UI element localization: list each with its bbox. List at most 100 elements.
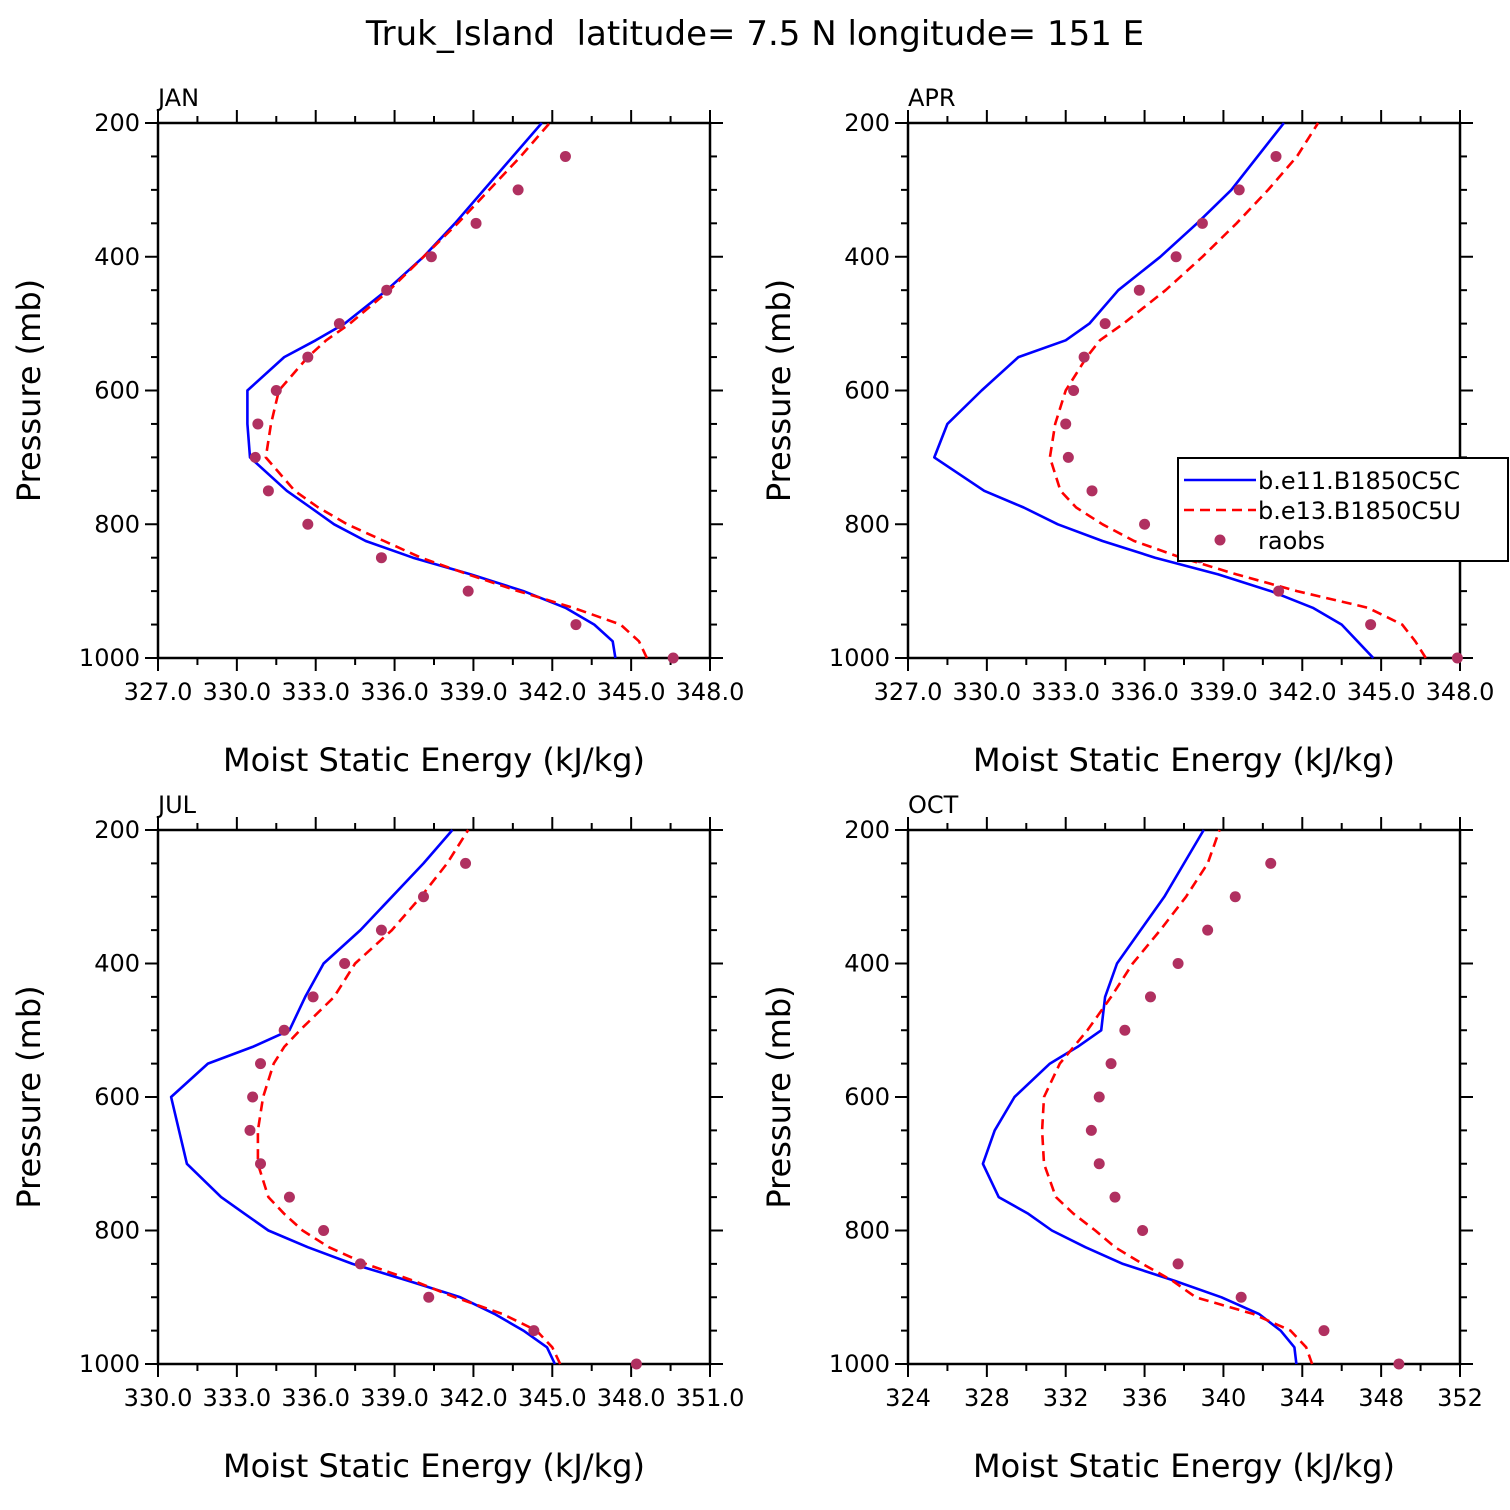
series-b-e11-b1850c5c-line	[981, 829, 1298, 1365]
x-tick-label: 333.0	[1031, 678, 1100, 706]
raobs-point	[302, 351, 314, 363]
x-tick-label: 352	[1437, 1384, 1483, 1412]
raobs-point	[1170, 251, 1182, 263]
raobs-point	[278, 1024, 290, 1036]
raobs-point	[375, 552, 387, 564]
series-b-e11-b1850c5c-line	[169, 829, 557, 1365]
legend-swatch	[1214, 534, 1226, 546]
y-tick-label: 400	[844, 950, 890, 978]
series-b-e11-b1850c5c-line	[246, 122, 617, 659]
y-tick-label: 400	[94, 243, 140, 271]
y-tick-label: 1000	[829, 644, 890, 672]
plot-frame	[906, 121, 1462, 660]
raobs-point	[339, 958, 351, 969]
legend-label: b.e11.B1850C5C	[1258, 467, 1460, 495]
raobs-point	[283, 1191, 295, 1203]
x-tick-label: 339.0	[1189, 678, 1258, 706]
x-tick-label: 332	[1043, 1384, 1089, 1412]
raobs-point	[262, 485, 274, 497]
series-raobs	[249, 150, 679, 664]
panel-title: APR	[908, 84, 956, 112]
raobs-point	[630, 1358, 642, 1370]
raobs-point	[1318, 1325, 1330, 1337]
raobs-point	[1265, 857, 1277, 869]
raobs-point	[1229, 891, 1241, 903]
series-raobs	[1060, 150, 1463, 664]
raobs-point	[381, 284, 393, 296]
x-axis-label: Moist Static Energy (kJ/kg)	[223, 1447, 645, 1485]
y-tick-label: 1000	[79, 644, 140, 672]
panel-title: OCT	[908, 791, 959, 819]
raobs-point	[528, 1325, 540, 1337]
raobs-point	[470, 217, 482, 229]
raobs-point	[1202, 924, 1214, 936]
y-tick-label: 800	[94, 510, 140, 538]
panel-apr: 200 400 600 800 1000 327.0 330.0 333.0 336.0 339.…	[760, 84, 1494, 779]
raobs-point	[333, 318, 345, 330]
y-tick-label: 400	[844, 243, 890, 271]
y-tick-label: 600	[844, 1083, 890, 1111]
x-axis-label: Moist Static Energy (kJ/kg)	[973, 1447, 1395, 1485]
raobs-point	[1273, 585, 1285, 597]
x-axis-label: Moist Static Energy (kJ/kg)	[973, 741, 1395, 779]
x-tick-label: 348.0	[676, 678, 745, 706]
raobs-point	[667, 652, 679, 664]
raobs-point	[354, 1258, 366, 1270]
panel-title: JAN	[156, 84, 199, 112]
x-tick-label: 345.0	[1347, 678, 1416, 706]
panel-title: JUL	[156, 791, 197, 819]
x-tick-label: 330.0	[202, 678, 271, 706]
raobs-point	[1144, 991, 1156, 1003]
x-tick-label: 345.0	[597, 678, 666, 706]
x-tick-label: 351.0	[676, 1384, 745, 1412]
series-b-e11-b1850c5c-line	[932, 122, 1375, 659]
x-tick-label: 327.0	[124, 678, 193, 706]
raobs-point	[1068, 385, 1080, 396]
raobs-point	[1086, 485, 1098, 497]
y-tick-label: 600	[94, 1083, 140, 1111]
raobs-point	[302, 518, 314, 530]
x-tick-label: 333.0	[281, 678, 350, 706]
raobs-point	[270, 385, 282, 396]
raobs-point	[1196, 217, 1208, 229]
x-tick-label: 328	[964, 1384, 1010, 1412]
panel-jan: 200 400 600 800 1000 327.0 330.0 333.0 336.0 339.…	[10, 84, 744, 779]
y-tick-label: 200	[844, 816, 890, 844]
plot-frame	[156, 121, 712, 660]
x-tick-label: 342.0	[1268, 678, 1337, 706]
x-tick-label: 330.0	[952, 678, 1021, 706]
series-b-e13-b1850c5u-line	[264, 122, 649, 659]
raobs-point	[423, 1291, 435, 1303]
series-b-e13-b1850c5u-line	[1048, 122, 1427, 659]
raobs-point	[559, 150, 571, 162]
y-tick-label: 1000	[79, 1350, 140, 1378]
y-tick-label: 200	[94, 109, 140, 137]
x-tick-label: 348.0	[1426, 678, 1495, 706]
raobs-point	[307, 991, 319, 1003]
raobs-point	[318, 1225, 330, 1236]
raobs-point	[460, 857, 472, 869]
raobs-point	[1105, 1058, 1117, 1070]
raobs-point	[1270, 150, 1282, 162]
legend-label: raobs	[1258, 527, 1325, 555]
raobs-point	[417, 891, 429, 903]
x-tick-label: 333.0	[202, 1384, 271, 1412]
y-tick-label: 400	[94, 950, 140, 978]
raobs-point	[512, 184, 524, 196]
raobs-point	[244, 1124, 256, 1136]
raobs-point	[1233, 184, 1245, 196]
raobs-point	[1093, 1091, 1105, 1103]
raobs-point	[375, 924, 387, 936]
y-tick-label: 600	[844, 377, 890, 405]
y-tick-label: 800	[844, 1217, 890, 1245]
figure-title: Truk_Island latitude= 7.5 N longitude= 1…	[365, 14, 1144, 54]
plot-frame	[156, 828, 712, 1366]
series-b-e13-b1850c5u-line	[1040, 829, 1314, 1365]
x-tick-label: 342.0	[439, 1384, 508, 1412]
raobs-point	[1093, 1158, 1105, 1170]
y-tick-label: 200	[94, 816, 140, 844]
raobs-point	[255, 1058, 267, 1070]
x-tick-label: 336	[1122, 1384, 1168, 1412]
raobs-point	[462, 585, 474, 597]
